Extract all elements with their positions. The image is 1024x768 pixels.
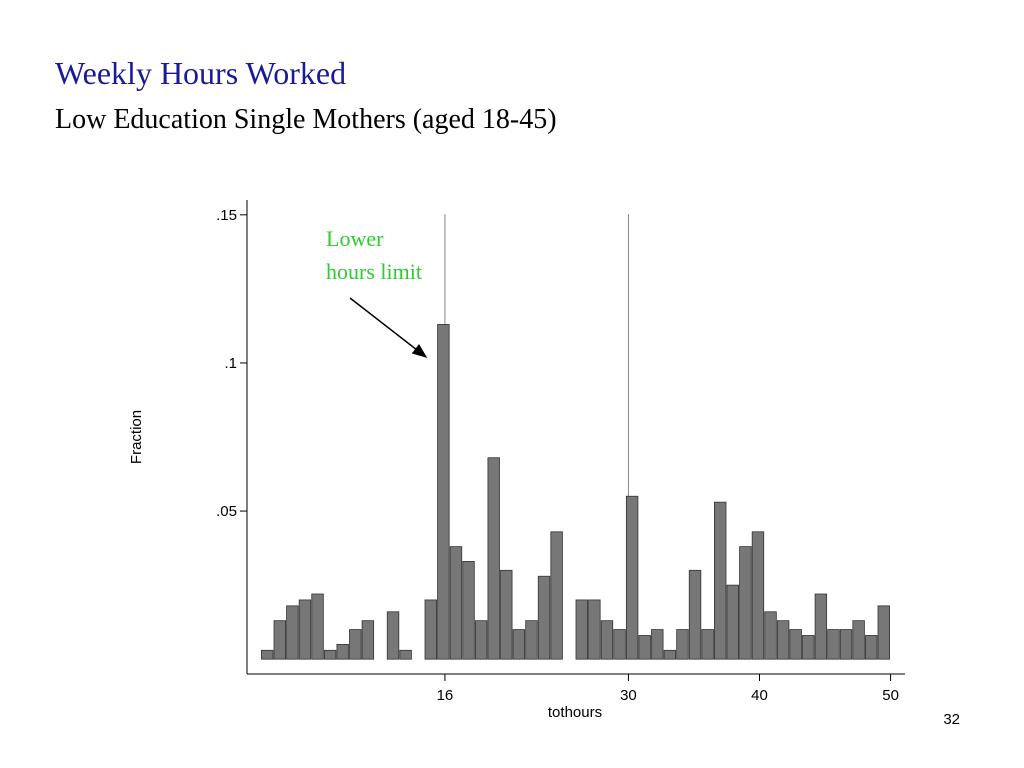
x-tick-label: 40 (751, 687, 768, 704)
bar (865, 635, 878, 660)
bar (839, 629, 853, 660)
bar (751, 531, 765, 660)
bar (537, 575, 551, 660)
bar (474, 620, 488, 660)
bar (512, 629, 526, 660)
bar (852, 620, 865, 660)
bar (361, 620, 375, 660)
bar (487, 457, 500, 660)
bar (714, 501, 727, 660)
bar (261, 649, 274, 660)
bar (600, 620, 614, 660)
bar (323, 649, 337, 660)
y-axis-label: Fraction (128, 410, 145, 464)
bar (437, 324, 450, 660)
bar (701, 629, 714, 660)
bar (588, 599, 601, 660)
x-tick-label: 16 (437, 687, 454, 704)
bar (550, 531, 563, 660)
bar (311, 593, 324, 660)
bar (336, 643, 349, 660)
x-tick-label: 30 (620, 687, 637, 704)
bar (638, 635, 651, 660)
bar (877, 605, 890, 660)
title: Weekly Hours Worked (55, 55, 346, 91)
bar (613, 629, 626, 660)
bar (349, 629, 362, 660)
bar (298, 599, 312, 660)
bar (663, 649, 677, 660)
bar (676, 629, 689, 660)
bar (726, 584, 739, 660)
bar (802, 635, 815, 660)
annotation-arrow (349, 297, 428, 358)
page-number: 32 (943, 711, 960, 728)
bar (386, 611, 400, 660)
bar (827, 629, 840, 660)
bar (424, 599, 437, 660)
x-axis-label: tothours (548, 704, 602, 721)
bar (525, 620, 538, 660)
y-tick-label: .15 (216, 207, 237, 224)
bar (651, 629, 664, 660)
bar (500, 569, 513, 660)
annotation: hours limit (326, 259, 422, 284)
bar (814, 593, 828, 660)
bar (462, 561, 475, 660)
bar (688, 569, 702, 660)
bar (789, 629, 802, 660)
bar (739, 546, 752, 660)
annotation: Lower (326, 226, 384, 251)
bar (625, 495, 639, 660)
bar (575, 599, 588, 660)
bar (449, 546, 463, 660)
bar (273, 620, 286, 660)
bar (286, 605, 299, 660)
bar (764, 611, 777, 660)
y-tick-label: .1 (224, 355, 237, 372)
y-tick-label: .05 (216, 503, 237, 520)
x-tick-label: 50 (882, 687, 899, 704)
bar (399, 649, 412, 660)
subtitle: Low Education Single Mothers (aged 18-45… (55, 104, 557, 135)
bar (776, 620, 790, 660)
